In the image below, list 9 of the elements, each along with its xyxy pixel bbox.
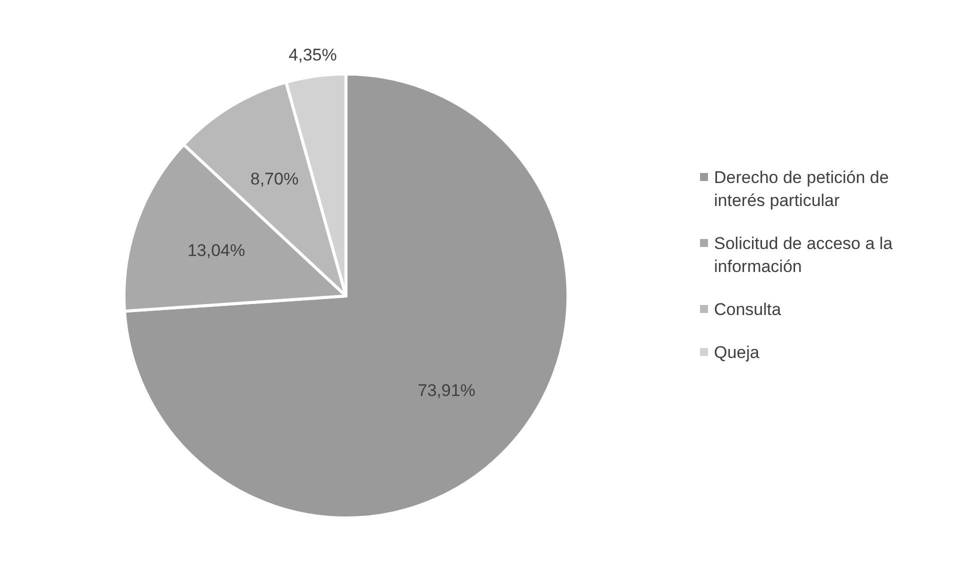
- legend-label: Consulta: [714, 300, 782, 319]
- data-label: 8,70%: [250, 169, 299, 188]
- data-label: 4,35%: [288, 45, 337, 64]
- data-label: 73,91%: [418, 380, 476, 400]
- data-label: 13,04%: [187, 240, 246, 260]
- legend-label: Queja: [714, 343, 760, 362]
- legend-label: Solicitud de acceso a la información: [714, 234, 894, 276]
- pie-slice: [123, 72, 570, 520]
- legend-label: Derecho de petición de interés particular: [714, 168, 889, 210]
